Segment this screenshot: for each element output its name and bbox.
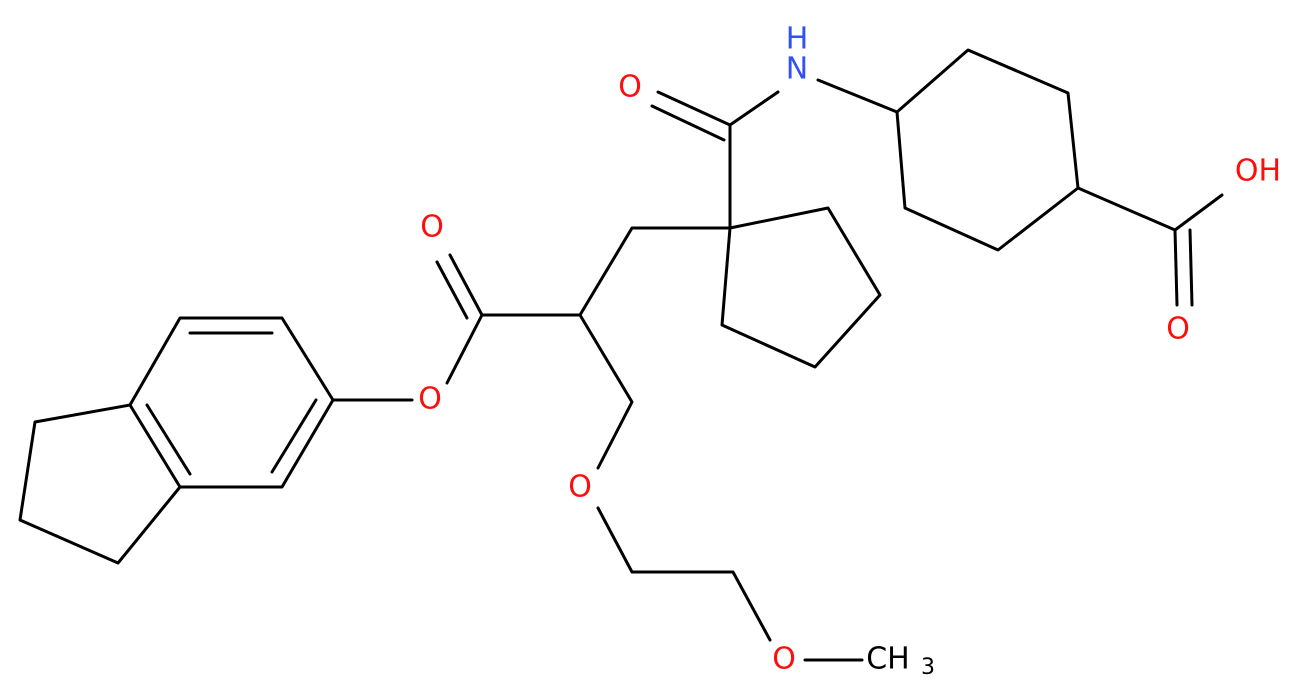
atom-label-subscript: 3 (921, 655, 935, 680)
bonds (18, 48, 1224, 662)
atom-label: OH (1235, 154, 1281, 189)
atom-label: H (786, 22, 809, 57)
atom-label: O (420, 210, 444, 245)
atom-labels: O H N OH O O O O O CH 3 (418, 22, 1281, 681)
atom-label: N (786, 52, 808, 87)
atom-label: O (418, 382, 442, 417)
atom-label: O (772, 642, 796, 677)
atom-label: O (1166, 312, 1190, 347)
atom-label: O (568, 470, 592, 505)
atom-label: O (618, 70, 642, 105)
atom-label: CH (866, 642, 910, 677)
